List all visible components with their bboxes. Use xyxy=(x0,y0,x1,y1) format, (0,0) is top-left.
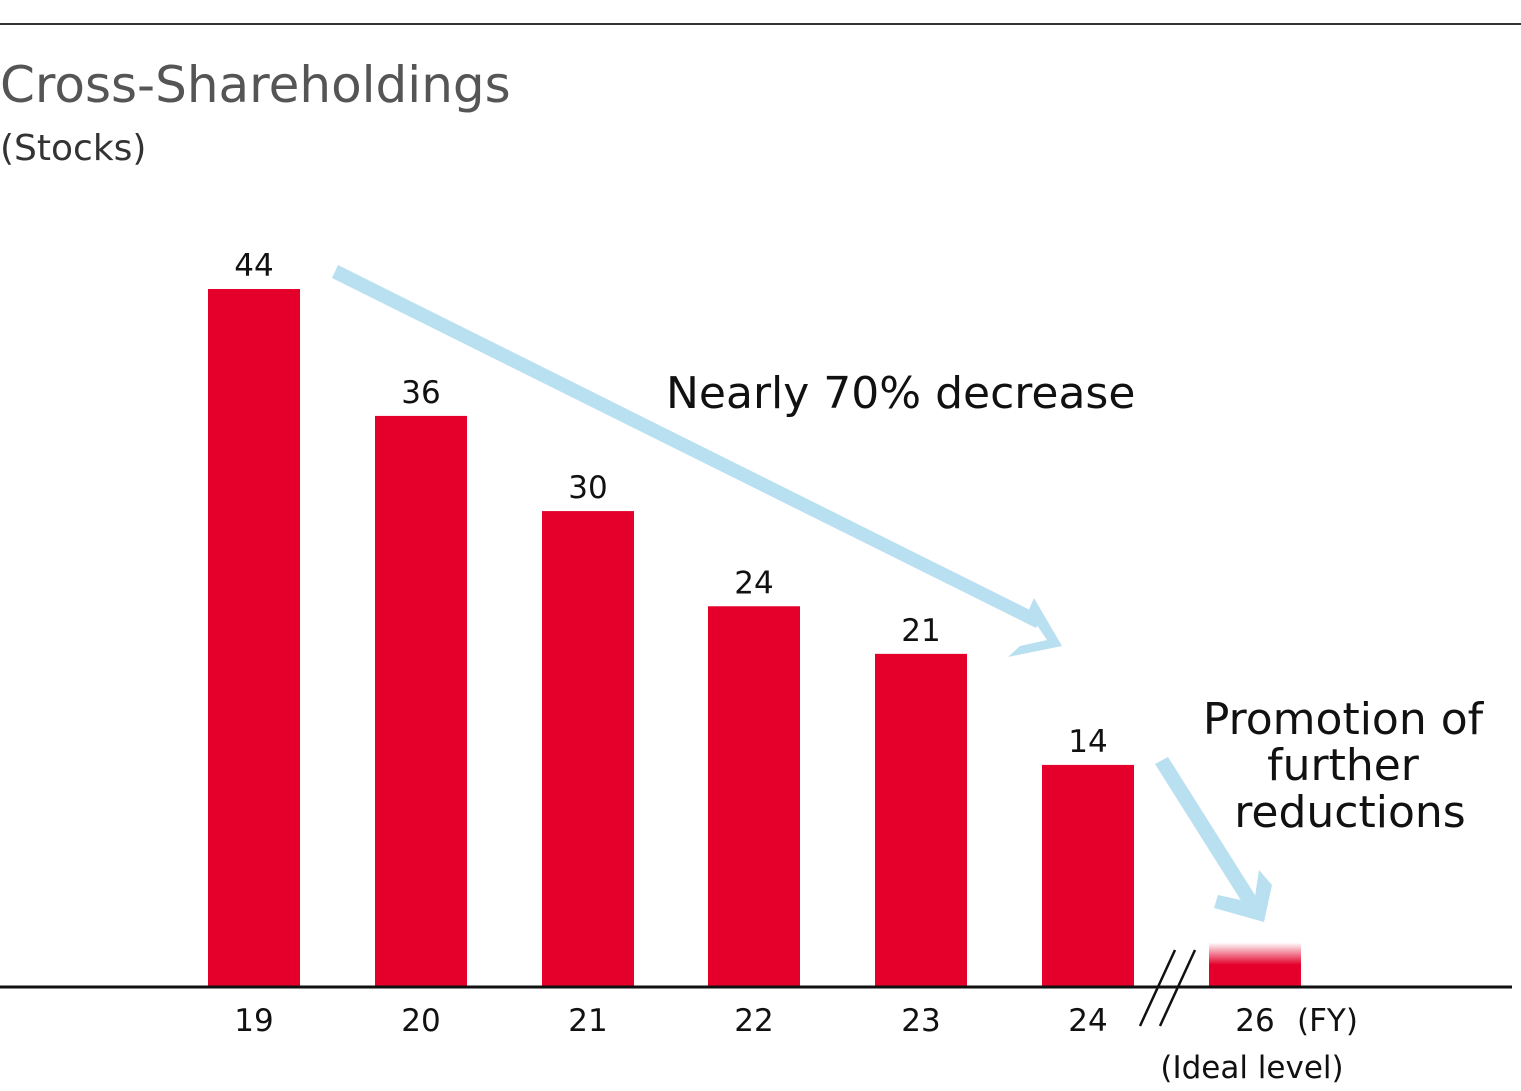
x-tick-19: 19 xyxy=(234,1003,273,1039)
bar-26 xyxy=(1209,942,1301,987)
x-axis-unit: (FY) xyxy=(1297,1003,1358,1039)
x-tick-21: 21 xyxy=(568,1003,607,1039)
bar-20 xyxy=(375,415,467,988)
x-tick-24: 24 xyxy=(1068,1003,1107,1039)
further-reduction-arrow-icon xyxy=(1155,757,1272,922)
bars: 44 36 30 24 21 14 xyxy=(208,248,1301,988)
x-tick-22: 22 xyxy=(734,1003,773,1039)
x-tick-23: 23 xyxy=(901,1003,940,1039)
x-tick-labels: 19 20 21 22 23 24 26 xyxy=(234,1003,1274,1039)
axis-break-icon xyxy=(1138,949,1197,1027)
data-label-23: 21 xyxy=(901,613,940,649)
x-tick-26: 26 xyxy=(1235,1003,1274,1039)
bar-22 xyxy=(708,606,800,987)
bar-23 xyxy=(875,653,967,987)
annotation-line: reductions xyxy=(1234,787,1465,838)
annotation-line: Promotion of xyxy=(1203,694,1485,745)
annotation-line: further xyxy=(1267,740,1420,791)
bar-21 xyxy=(542,511,634,987)
decrease-annotation: Nearly 70% decrease xyxy=(666,368,1135,419)
data-label-20: 36 xyxy=(401,375,440,411)
x-tick-20: 20 xyxy=(401,1003,440,1039)
bar-19 xyxy=(208,289,300,987)
data-label-19: 44 xyxy=(234,248,273,284)
decrease-arrow-icon xyxy=(332,265,1062,657)
data-label-22: 24 xyxy=(734,565,773,601)
ideal-level-note: (Ideal level) xyxy=(1160,1050,1343,1086)
data-label-21: 30 xyxy=(568,470,607,506)
chart-title: Cross-Shareholdings xyxy=(0,56,511,114)
y-axis-unit: (Stocks) xyxy=(0,128,146,169)
further-reduction-annotation: Promotion of further reductions xyxy=(1203,694,1485,838)
data-label-24: 14 xyxy=(1068,724,1107,760)
bar-24 xyxy=(1042,764,1134,987)
